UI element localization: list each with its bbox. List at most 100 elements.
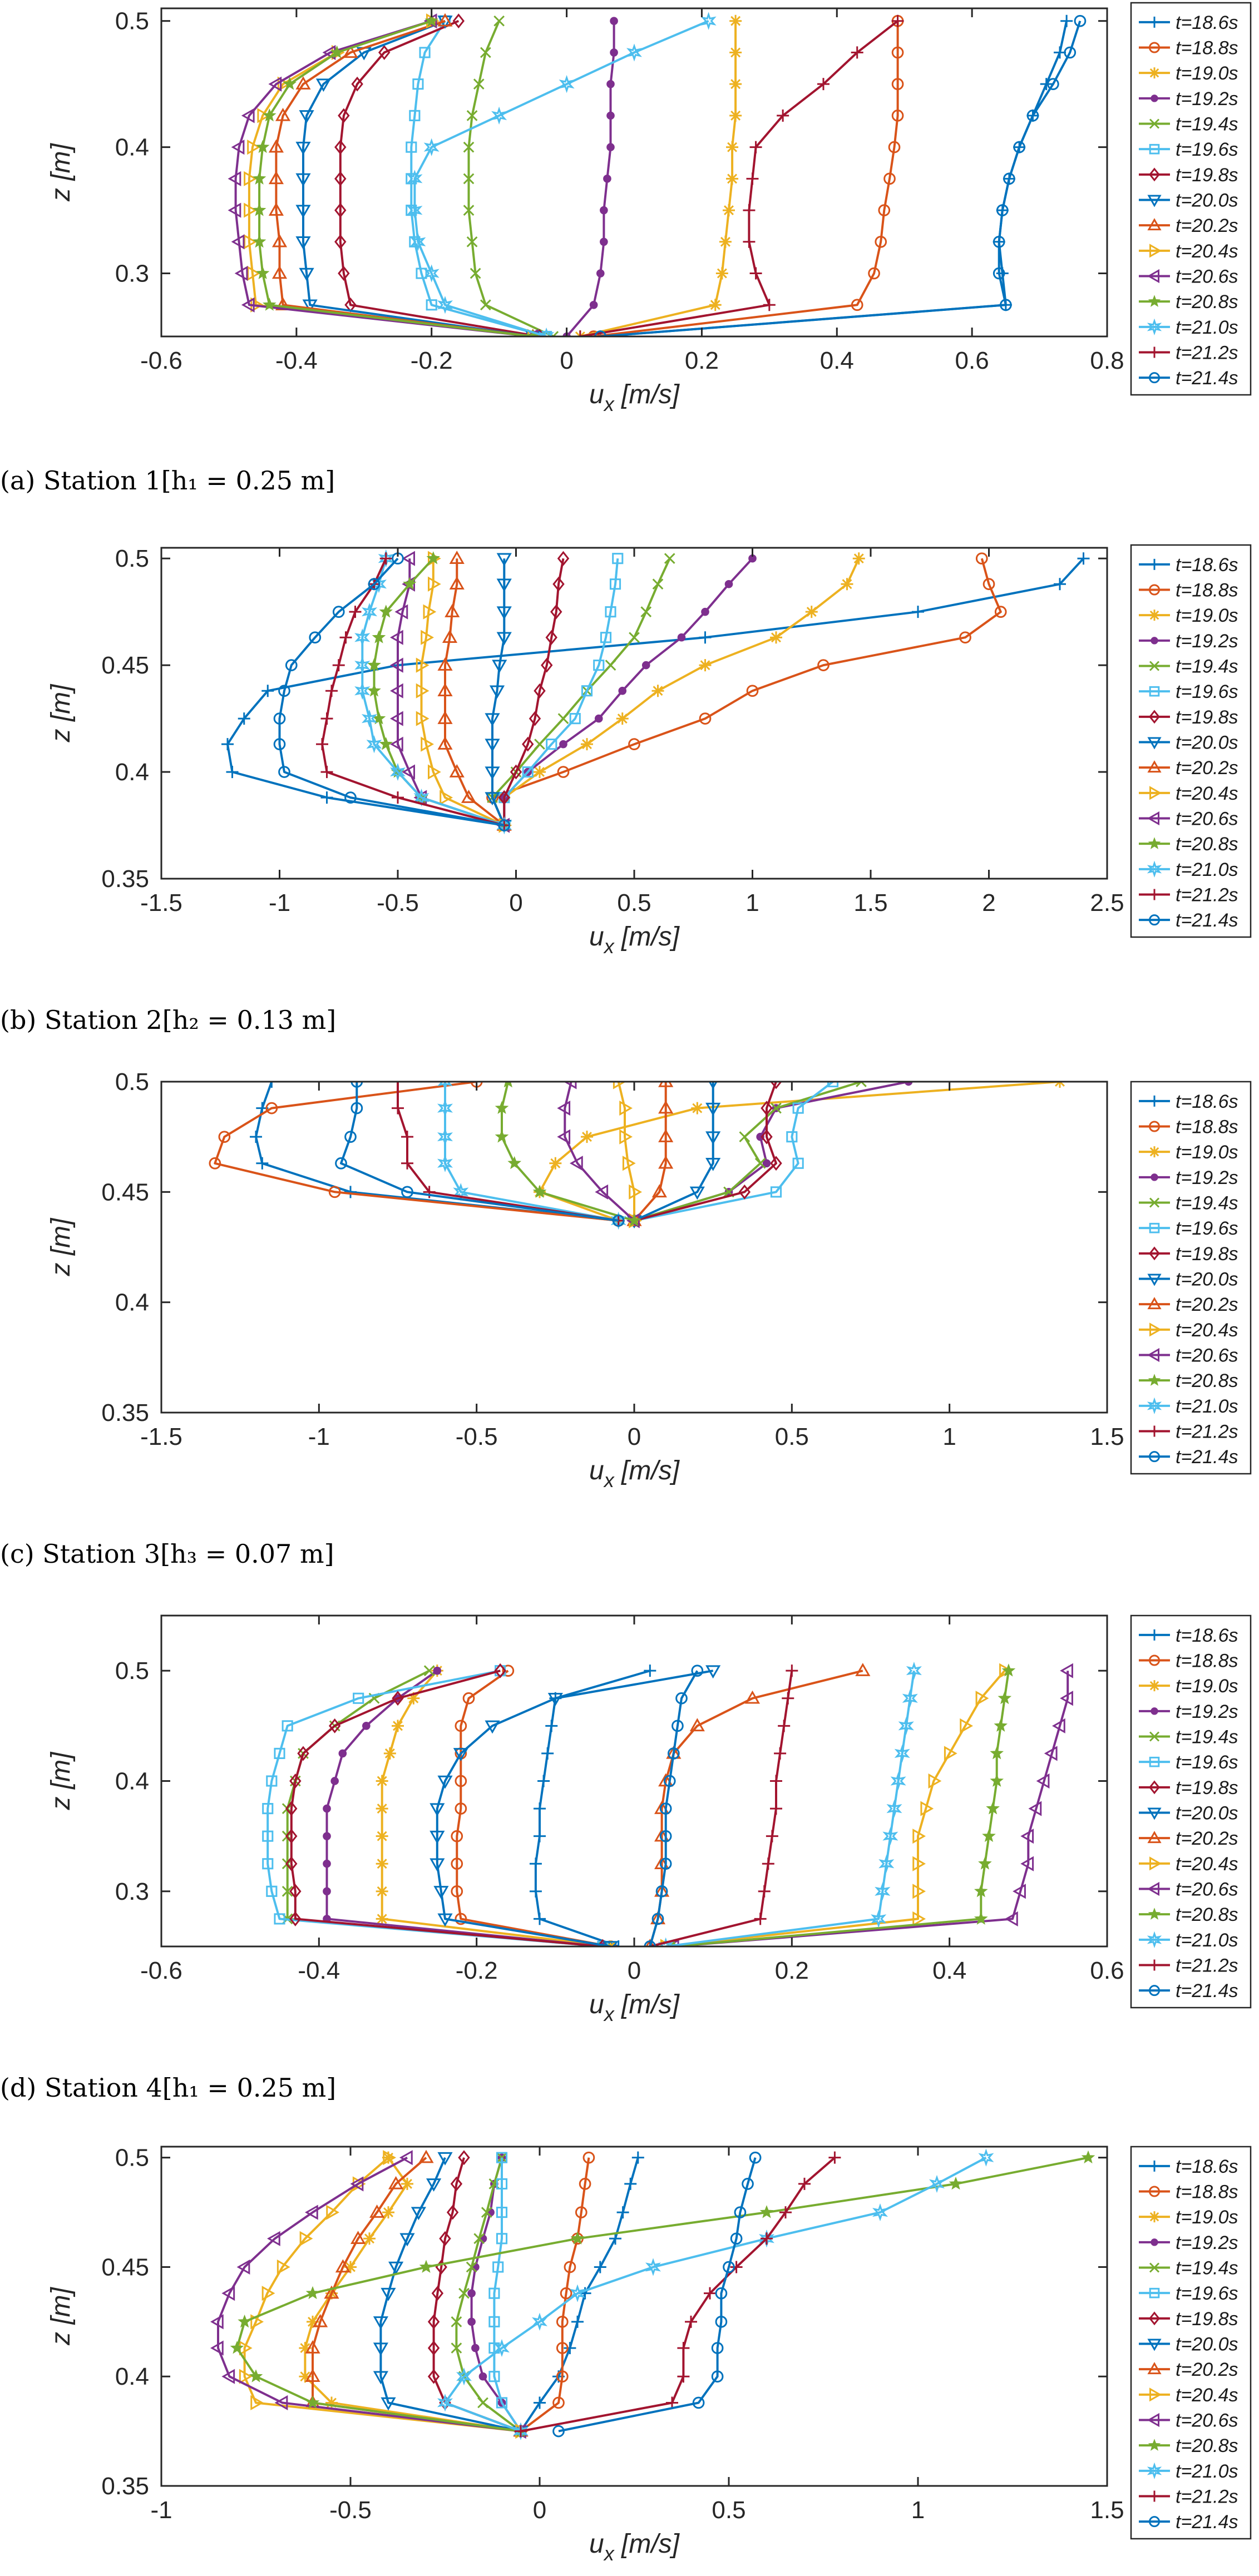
x-axis-label: ux [m/s] <box>589 1456 680 1492</box>
marker-stroke <box>257 108 271 123</box>
marker-stroke <box>652 578 664 590</box>
marker-stroke <box>1151 637 1158 645</box>
data-point <box>316 738 328 751</box>
data-point <box>622 1156 636 1171</box>
data-point <box>305 2369 320 2382</box>
marker-stroke <box>759 2205 774 2218</box>
data-point <box>350 2176 364 2192</box>
data-point <box>605 606 616 618</box>
data-point <box>610 17 618 26</box>
marker-stroke <box>557 551 570 566</box>
data-point <box>354 656 371 675</box>
legend-label: t=19.6s <box>1176 139 1238 160</box>
marker-stroke <box>266 1775 278 1787</box>
x-tick-label: -0.2 <box>411 347 453 374</box>
legend-label: t=20.0s <box>1176 190 1238 211</box>
legend-label: t=18.8s <box>1176 38 1238 59</box>
data-point <box>266 2231 280 2246</box>
data-point <box>376 1830 388 1842</box>
marker-stroke <box>612 553 624 564</box>
data-point <box>255 140 270 153</box>
marker-stroke <box>603 175 611 183</box>
marker-stroke <box>383 2150 397 2166</box>
data-point <box>1040 78 1053 91</box>
marker-stroke <box>463 141 475 153</box>
marker-stroke <box>323 1887 331 1896</box>
data-point <box>556 2370 569 2383</box>
marker-stroke <box>534 2396 546 2409</box>
data-point <box>268 171 284 185</box>
marker-stroke <box>492 2261 504 2273</box>
marker-stroke <box>268 171 284 185</box>
marker-stroke <box>285 1829 298 1844</box>
marker-stroke <box>610 17 618 26</box>
marker-stroke <box>344 791 357 804</box>
data-point <box>361 602 378 621</box>
plot-area <box>161 548 1107 879</box>
marker-stroke <box>231 234 245 250</box>
legend-marker <box>1149 1856 1162 1871</box>
legend-label: t=21.0s <box>1176 317 1238 338</box>
marker-stroke <box>749 267 762 280</box>
data-point <box>659 1857 672 1870</box>
data-point <box>496 2206 508 2218</box>
data-point <box>226 766 239 779</box>
data-point <box>250 2314 264 2330</box>
data-point <box>978 1856 992 1870</box>
marker-stroke <box>376 1802 388 1815</box>
marker-stroke <box>320 712 333 725</box>
marker-stroke <box>378 45 391 60</box>
marker-stroke <box>433 1666 442 1675</box>
marker-stroke <box>1149 1197 1160 1208</box>
marker-stroke <box>485 1720 500 1734</box>
data-point <box>664 553 675 564</box>
data-point <box>451 1857 463 1870</box>
marker-stroke <box>730 2261 743 2273</box>
legend-marker <box>1148 2439 1161 2451</box>
y-tick-label: 0.35 <box>101 2473 149 2500</box>
marker-stroke <box>379 552 392 565</box>
data-point <box>496 553 512 567</box>
data-point <box>429 1830 445 1844</box>
data-point <box>667 1747 680 1760</box>
y-tick-label: 0.4 <box>115 1768 149 1795</box>
data-point <box>1013 1884 1026 1899</box>
marker-stroke <box>570 2284 585 2302</box>
legend-label: t=20.8s <box>1176 2435 1238 2456</box>
data-point <box>777 109 789 122</box>
marker-stroke <box>560 2287 572 2300</box>
marker-stroke <box>394 604 408 620</box>
marker-stroke <box>409 110 421 121</box>
data-point <box>560 2287 572 2300</box>
marker-stroke <box>494 2339 510 2357</box>
marker-stroke <box>1147 269 1159 284</box>
data-point <box>480 299 491 311</box>
marker-stroke <box>498 790 510 805</box>
data-point <box>618 686 627 695</box>
legend-marker <box>1151 1707 1158 1715</box>
data-point <box>466 110 478 121</box>
marker-stroke <box>559 740 567 749</box>
marker-stroke <box>458 2150 470 2166</box>
data-point <box>1044 1746 1058 1761</box>
legend-label: t=21.0s <box>1176 859 1238 880</box>
data-point <box>878 204 891 216</box>
marker-stroke <box>466 236 478 247</box>
marker-stroke <box>421 630 435 645</box>
data-point <box>619 1101 633 1116</box>
data-point <box>841 578 853 591</box>
data-point <box>379 605 393 618</box>
x-axis-label: ux [m/s] <box>589 2529 680 2565</box>
data-point <box>711 2342 724 2354</box>
data-point <box>392 1720 404 1732</box>
data-point <box>485 713 500 727</box>
data-point <box>522 766 534 778</box>
data-point <box>1013 141 1025 153</box>
marker-stroke <box>338 1749 347 1758</box>
marker-stroke <box>455 1913 467 1925</box>
marker-stroke <box>313 2314 328 2327</box>
x-axis-label-part: u <box>589 2529 604 2559</box>
marker-stroke <box>1013 1884 1026 1899</box>
data-point <box>547 1693 563 1706</box>
data-point <box>265 1082 278 1088</box>
